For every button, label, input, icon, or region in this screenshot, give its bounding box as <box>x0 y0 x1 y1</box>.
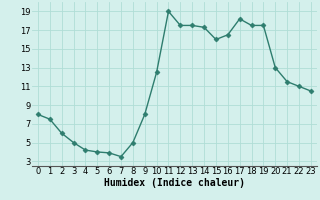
X-axis label: Humidex (Indice chaleur): Humidex (Indice chaleur) <box>104 178 245 188</box>
